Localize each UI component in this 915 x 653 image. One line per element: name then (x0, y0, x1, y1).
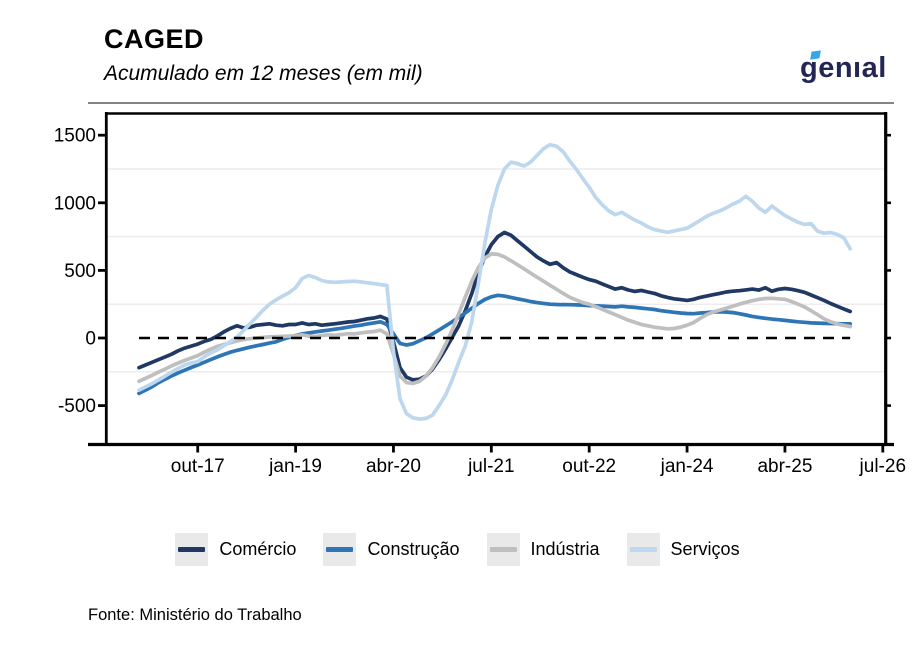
series-line-industria (137, 252, 853, 386)
legend-line-swatch (326, 547, 354, 552)
legend-item: Indústria (486, 533, 600, 566)
legend-key-icon (486, 533, 520, 566)
chart-subtitle: Acumulado em 12 meses (em mil) (104, 62, 423, 85)
legend-label: Indústria (530, 539, 600, 559)
legend-item: Construção (323, 533, 460, 566)
x-tick-label: jul-21 (467, 456, 514, 477)
chart-title: CAGED (104, 24, 205, 54)
legend-key-icon (626, 533, 660, 566)
y-tick-label: 500 (64, 261, 96, 282)
legend-item: Comércio (175, 533, 296, 566)
legend-line-swatch (178, 547, 206, 552)
x-tick-label: out-17 (171, 456, 225, 477)
legend-label: Construção (367, 539, 460, 559)
legend-key-icon (175, 533, 209, 566)
legend-line-swatch (629, 547, 657, 552)
y-tick-label: 1000 (54, 193, 96, 214)
genial-logo: genıal (800, 50, 890, 92)
x-tick-label: abr-20 (366, 456, 421, 477)
series-line-comercio (137, 230, 853, 382)
x-tick-label: jan-24 (660, 456, 714, 477)
y-tick-label: 0 (85, 329, 96, 350)
legend-item: Serviços (626, 533, 740, 566)
chart-legend: Comércio Construção Indústria Serviços (0, 533, 915, 566)
x-tick-label: abr-25 (757, 456, 812, 477)
y-tick-label: 1500 (54, 126, 96, 147)
x-tick-label: out-22 (562, 456, 616, 477)
legend-line-swatch (489, 547, 517, 552)
x-tick-label: jul-26 (859, 456, 906, 477)
source-note: Fonte: Ministério do Trabalho (88, 606, 302, 624)
x-tick-label: jan-19 (268, 456, 322, 477)
series-line-construcao (137, 293, 853, 396)
legend-key-icon (323, 533, 357, 566)
series-line-servicos (137, 142, 853, 421)
legend-label: Serviços (670, 539, 740, 559)
y-tick-label: -500 (58, 396, 96, 417)
legend-label: Comércio (219, 539, 297, 559)
